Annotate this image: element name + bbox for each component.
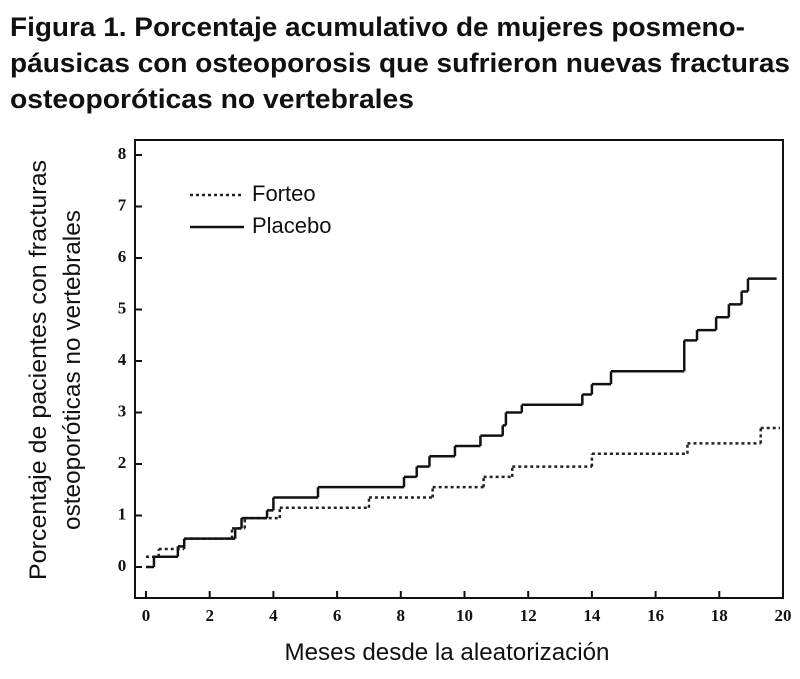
y-tick-label: 7 [118, 195, 127, 214]
x-tick-label: 16 [647, 606, 664, 625]
legend-label: Placebo [252, 213, 332, 238]
x-tick-label: 20 [775, 606, 792, 625]
y-tick-label: 0 [118, 556, 127, 575]
y-tick-label: 4 [118, 350, 127, 369]
y-tick-label: 1 [118, 504, 127, 523]
x-tick-label: 4 [269, 606, 278, 625]
y-tick-label: 3 [118, 401, 127, 420]
y-tick-label: 6 [118, 247, 127, 266]
x-tick-label: 6 [333, 606, 342, 625]
x-axis-label: Meses desde la aleatorización [285, 639, 610, 666]
chart-title: Figura 1. Porcentaje acumulativo de muje… [10, 12, 745, 42]
x-tick-label: 18 [711, 606, 728, 625]
y-tick-label: 2 [118, 453, 127, 472]
x-tick-label: 0 [142, 606, 151, 625]
x-tick-label: 14 [583, 606, 601, 625]
x-tick-label: 2 [205, 606, 214, 625]
x-tick-label: 10 [456, 606, 473, 625]
y-tick-label: 5 [118, 298, 127, 317]
y-axis-label: osteoporóticas no vertebrales [59, 210, 86, 530]
y-axis-label: Porcentaje de pacientes con fracturas [25, 160, 52, 580]
chart-title: osteoporóticas no vertebrales [10, 84, 414, 114]
x-tick-label: 8 [397, 606, 406, 625]
y-tick-label: 8 [118, 144, 127, 163]
x-tick-label: 12 [520, 606, 537, 625]
legend-label: Forteo [252, 181, 316, 206]
chart-title: páusicas con osteoporosis que sufrieron … [10, 48, 790, 78]
plot-frame [134, 139, 784, 599]
